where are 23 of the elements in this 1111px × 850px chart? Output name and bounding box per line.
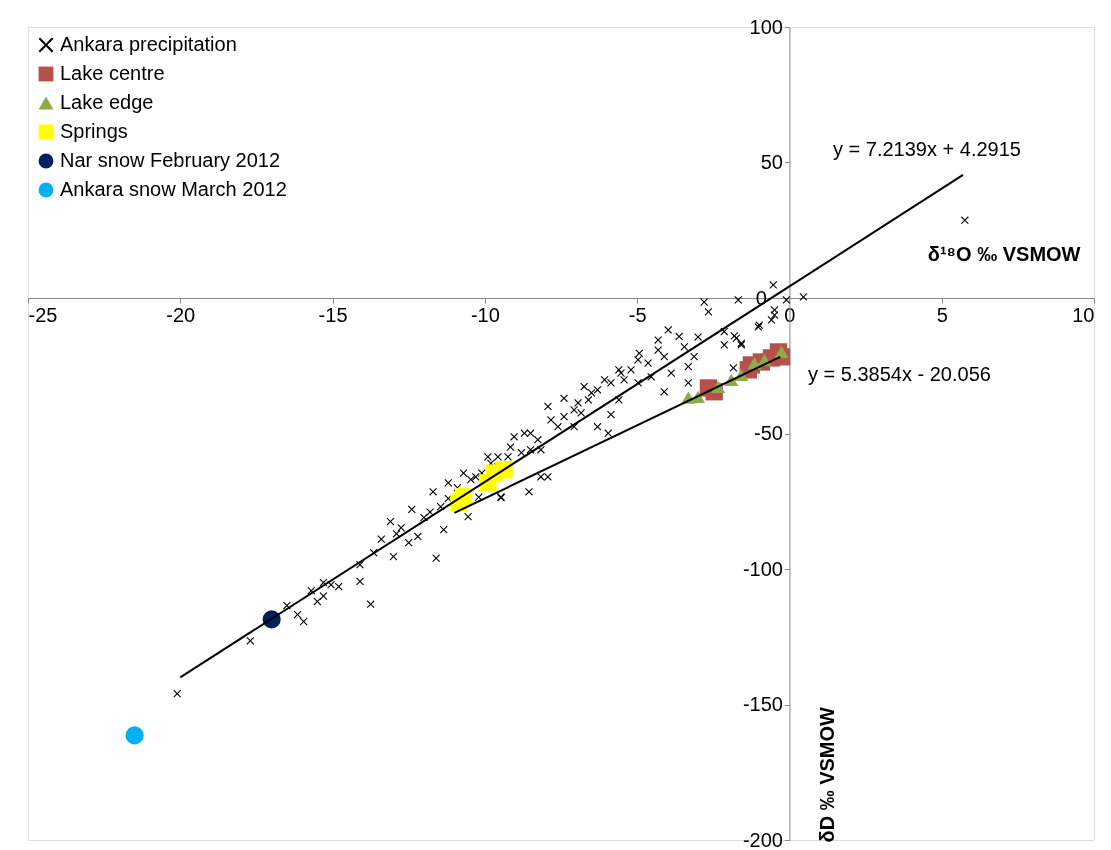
y-tick-label: -100 bbox=[742, 557, 783, 580]
annotation: y = 5.3854x - 20.056 bbox=[808, 363, 991, 385]
x-axis-title: δ¹⁸O ‰ VSMOW bbox=[927, 242, 1081, 265]
y-tick-label: -200 bbox=[742, 828, 783, 850]
x-tick-label: 10 bbox=[1072, 303, 1095, 326]
legend-label: Lake edge bbox=[60, 91, 154, 113]
x-tick-label: -15 bbox=[318, 303, 348, 326]
legend-label: Springs bbox=[60, 120, 128, 142]
y-axis-title: δD ‰ VSMOW bbox=[815, 706, 838, 843]
y-tick-label: 50 bbox=[760, 151, 783, 173]
y-tick-label: 100 bbox=[749, 15, 783, 38]
legend-label: Ankara precipitation bbox=[60, 33, 237, 55]
legend-label: Lake centre bbox=[60, 62, 165, 84]
legend-label: Nar snow February 2012 bbox=[60, 149, 281, 171]
x-tick-label: -10 bbox=[470, 303, 500, 326]
y-tick-label: -50 bbox=[754, 422, 783, 444]
y-tick-label: -150 bbox=[742, 693, 783, 715]
x-tick-label: -20 bbox=[166, 303, 196, 326]
legend-label: Ankara snow March 2012 bbox=[60, 178, 287, 200]
x-tick-label: -25 bbox=[28, 303, 58, 326]
annotation: y = 7.2139x + 4.2915 bbox=[833, 138, 1021, 160]
x-tick-label: 5 bbox=[936, 303, 948, 326]
x-tick-label: -5 bbox=[628, 303, 647, 326]
